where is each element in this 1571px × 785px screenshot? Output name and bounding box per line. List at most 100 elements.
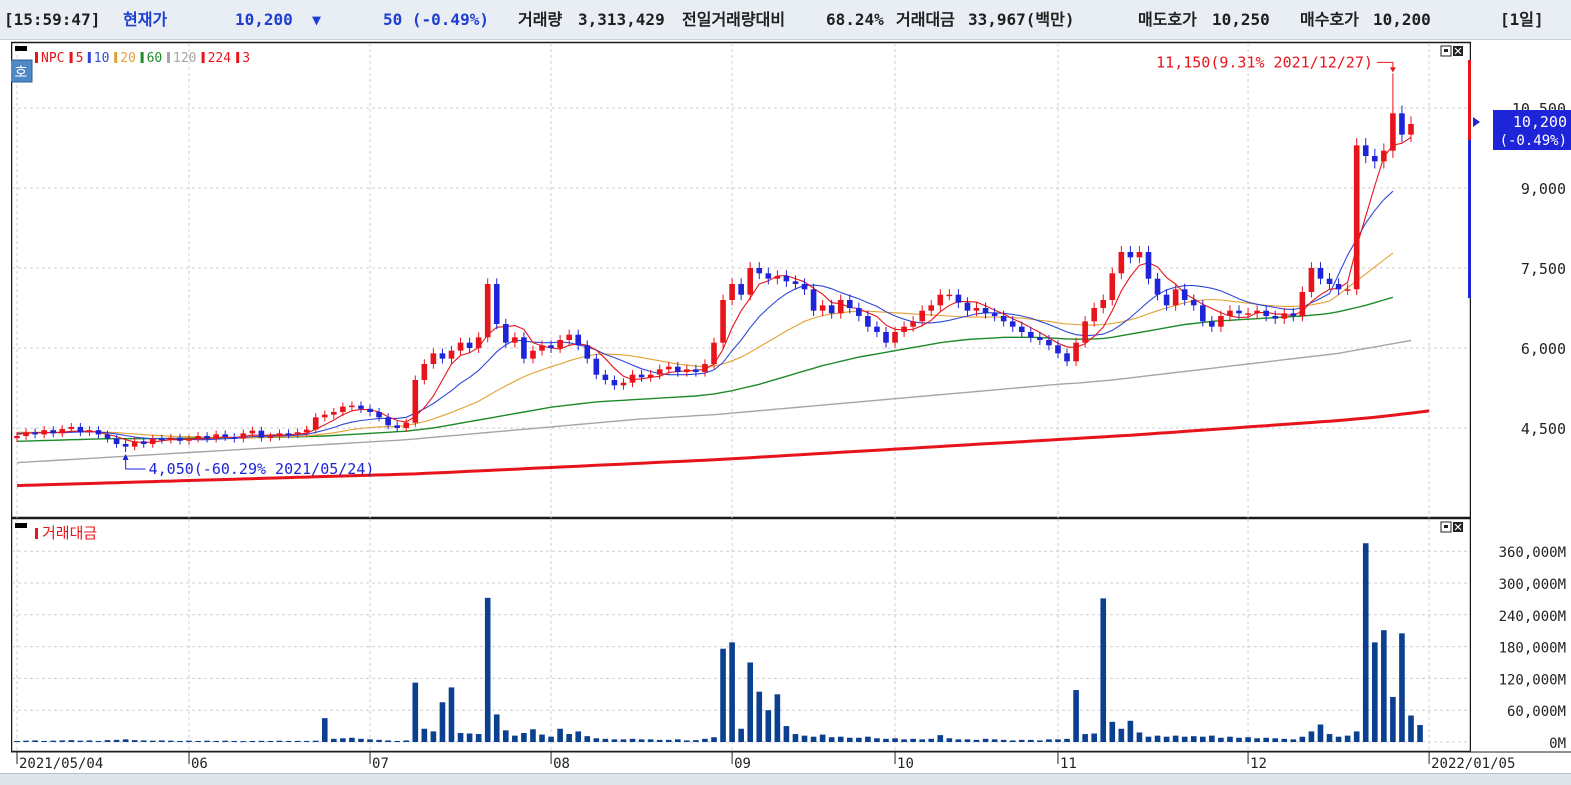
candle-body bbox=[68, 426, 75, 430]
volume-bar bbox=[340, 738, 346, 742]
candle-body bbox=[1118, 252, 1125, 274]
candle-body bbox=[720, 300, 726, 343]
candle-body bbox=[991, 313, 998, 316]
candle-body bbox=[59, 429, 66, 434]
high-marker-leader bbox=[1376, 61, 1394, 70]
candle-body bbox=[1335, 284, 1342, 290]
volume-bar bbox=[1199, 736, 1206, 742]
candle-body bbox=[294, 432, 301, 435]
volume-bar bbox=[901, 739, 907, 742]
volume-bar bbox=[837, 736, 844, 742]
volume-bar bbox=[1018, 739, 1025, 742]
volume-bar bbox=[702, 738, 708, 742]
candle-body bbox=[557, 340, 563, 348]
volume-bar bbox=[1344, 735, 1351, 742]
volume-axis-tick-label: 0M bbox=[1549, 736, 1566, 752]
candle-body bbox=[774, 276, 781, 279]
volume-bar bbox=[1209, 735, 1215, 742]
candle-body bbox=[1290, 313, 1297, 316]
candle-body bbox=[312, 417, 319, 430]
candle-body bbox=[448, 350, 455, 359]
candle-body bbox=[439, 353, 446, 359]
moving-average-224-line bbox=[16, 409, 1430, 488]
candle-body bbox=[765, 273, 772, 279]
candle-body bbox=[792, 281, 799, 284]
volume-bar bbox=[430, 731, 437, 742]
current-price-tag-change: (-0.49%) bbox=[1500, 133, 1567, 149]
candle-body bbox=[910, 321, 916, 327]
volume-bar bbox=[14, 740, 20, 742]
candle-body bbox=[1199, 305, 1206, 322]
volume-axis-tick-label: 240,000M bbox=[1499, 609, 1566, 625]
volume-bar bbox=[1028, 739, 1034, 742]
candle-body bbox=[638, 374, 645, 378]
minimize-icon-glyph bbox=[1444, 49, 1448, 52]
volume-bar bbox=[140, 740, 147, 742]
volume-bar bbox=[1227, 736, 1233, 742]
current-price-tag bbox=[1493, 110, 1571, 150]
candle-body bbox=[186, 438, 192, 441]
x-axis-tick-label: 11 bbox=[1060, 756, 1077, 772]
volume-bar bbox=[756, 691, 763, 742]
candle-body bbox=[1381, 150, 1387, 162]
legend-NPC: NPC bbox=[41, 51, 64, 66]
candle-body bbox=[512, 337, 518, 343]
volume-bar bbox=[358, 738, 364, 742]
candle-body bbox=[665, 366, 672, 370]
candle-body bbox=[213, 434, 219, 439]
price-axis-tick-label: 7,500 bbox=[1521, 260, 1566, 278]
candle-body bbox=[358, 405, 364, 409]
volume-bar bbox=[656, 739, 663, 742]
candle-body bbox=[168, 437, 174, 440]
volume-bar bbox=[530, 729, 536, 742]
candle-body bbox=[1136, 252, 1143, 258]
candle-body bbox=[367, 408, 373, 412]
candle-body bbox=[222, 434, 229, 438]
candle-body bbox=[303, 429, 310, 433]
volume-bar bbox=[729, 642, 735, 742]
candle-body bbox=[674, 366, 681, 372]
x-axis-tick-label: 09 bbox=[734, 756, 751, 772]
volume-bar bbox=[312, 740, 319, 742]
price-chart-panel: 11,150(9.31% 2021/12/27) 4,050(-60.29% 20… bbox=[9, 40, 1472, 519]
candle-body bbox=[1326, 278, 1333, 284]
candle-body bbox=[837, 300, 844, 314]
volume-bar bbox=[159, 740, 165, 742]
legend-swatch bbox=[87, 52, 91, 63]
volume-bar bbox=[258, 740, 265, 742]
candle-body bbox=[122, 444, 129, 447]
volume-bar bbox=[566, 734, 572, 742]
price-axis-tick-label: 10,500 bbox=[1512, 100, 1566, 118]
candle-body bbox=[702, 364, 708, 372]
ask-price-label: 매도호가 bbox=[1138, 10, 1197, 29]
candle-body bbox=[982, 308, 989, 314]
candle-body bbox=[340, 406, 346, 412]
volume-bar bbox=[593, 738, 600, 742]
candle-body bbox=[321, 414, 328, 418]
volume-bar bbox=[1272, 738, 1279, 742]
candle-body bbox=[801, 284, 808, 290]
candle-body bbox=[846, 300, 853, 308]
volume-bar bbox=[1381, 630, 1387, 742]
candle-body bbox=[1172, 289, 1179, 306]
volume-bar bbox=[910, 738, 916, 742]
low-price-annotation: 4,050(-60.29% 2021/05/24) bbox=[149, 460, 375, 478]
volume-axis-tick-label: 60,000M bbox=[1507, 704, 1566, 720]
candle-body bbox=[1299, 292, 1306, 316]
candle-body bbox=[41, 430, 47, 435]
volume-axis-tick-label: 120,000M bbox=[1499, 672, 1566, 688]
volume-label: 거래량 bbox=[518, 10, 563, 29]
candle-body bbox=[647, 374, 654, 378]
volume-bar bbox=[502, 730, 509, 742]
period-selector[interactable]: [1일] bbox=[1500, 10, 1544, 29]
panel-menu-icon bbox=[15, 46, 27, 51]
volume-bar bbox=[168, 740, 174, 742]
legend-swatch bbox=[236, 52, 240, 63]
candle-body bbox=[1127, 252, 1134, 258]
legend-3: 3 bbox=[242, 51, 250, 66]
candle-body bbox=[1408, 124, 1414, 135]
candle-body bbox=[865, 316, 871, 327]
volume-bar bbox=[774, 694, 781, 742]
volume-bar bbox=[1009, 740, 1016, 742]
candle-body bbox=[403, 422, 410, 428]
